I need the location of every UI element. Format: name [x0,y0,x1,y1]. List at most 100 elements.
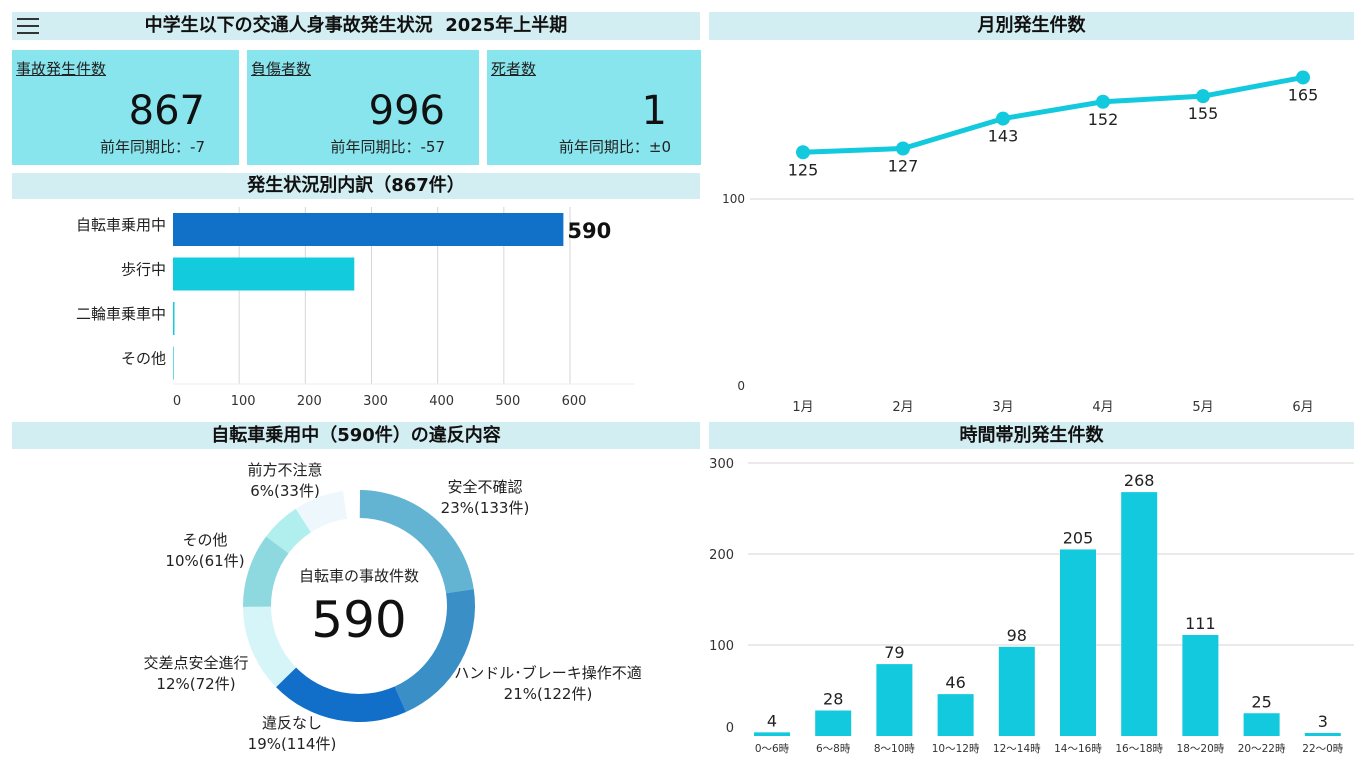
data-point [796,145,810,160]
y-tick-label: 100 [722,192,745,206]
section-title-hourly: 時間帯別発生件数 [709,422,1354,449]
kpi-card-deaths[interactable]: 死者数 1 前年同期比：±0 [487,50,701,165]
bar [998,646,1035,736]
bar [1243,713,1280,736]
slice-percent: 21%(122件) [504,685,593,703]
x-tick-label: 500 [495,394,520,409]
x-tick-label: 6～8時 [816,743,851,755]
y-tick-label: 300 [709,457,734,472]
data-point [1096,94,1110,109]
kpi-compare: 前年同期比：-57 [330,138,445,156]
donut-slice [276,667,407,722]
kpi-compare: 前年同期比：-7 [100,138,205,156]
slice-label: 交差点安全進行 [143,654,248,672]
section-title-violations: 自転車乗用中（590件）の違反内容 [12,422,700,449]
data-label: 125 [788,160,819,179]
slice-percent: 12%(72件) [156,675,235,693]
data-label: 268 [1124,471,1155,490]
hourly-bar-chart: 0 100 200 300 4 0～6時 28 6～8時 79 8～10時 46 10～12時 98 12… [709,457,1354,755]
kpi-card-accidents[interactable]: 事故発生件数 867 前年同期比：-7 [12,50,239,165]
x-tick-label: 3月 [992,400,1013,415]
data-label: 4 [767,711,777,730]
donut-slice [394,589,475,713]
bar [1060,549,1096,736]
x-tick-label: 600 [562,394,587,409]
x-tick-label: 400 [429,394,454,409]
section-title-monthly: 月別発生件数 [709,12,1354,40]
x-tick-label: 6月 [1292,400,1313,415]
bar [876,664,913,736]
donut-slice [359,490,474,594]
slice-label: ハンドル･ブレーキ操作不適 [454,664,642,682]
category-label: 歩行中 [121,261,166,279]
x-tick-label: 20～22時 [1238,743,1286,755]
data-label: 590 [567,219,611,243]
section-title-breakdown: 発生状況別内訳（867件） [12,173,700,199]
data-label: 155 [1188,104,1219,123]
x-tick-label: 0～6時 [755,743,790,755]
data-label: 127 [888,157,919,176]
slice-percent: 6%(33件) [250,482,320,500]
data-label: 28 [823,690,843,709]
donut-slice [243,536,289,607]
kpi-compare: 前年同期比：±0 [558,138,671,156]
category-label: 二輪車乗車中 [76,305,166,323]
kpi-label[interactable]: 死者数 [491,60,537,78]
data-point [896,141,910,156]
x-tick-label: 300 [363,394,388,409]
bar [173,213,564,246]
center-value: 590 [311,591,406,649]
bar [173,302,175,335]
x-tick-label: 8～10時 [874,743,916,755]
data-label: 205 [1063,528,1094,547]
slice-percent: 10%(61件) [165,552,244,570]
x-tick-label: 14～16時 [1054,743,1102,755]
y-tick-label: 0 [737,379,745,393]
x-tick-label: 200 [297,394,322,409]
bar [173,346,174,380]
y-tick-label: 0 [726,721,734,736]
bar [1304,733,1341,736]
slice-label: 安全不確認 [447,478,522,496]
series-line [802,74,1304,155]
data-label: 152 [1088,110,1119,129]
bar [1182,634,1219,736]
violations-donut-chart: 安全不確認 23%(133件) ハンドル･ブレーキ操作不適 21%(122件) 違反なし… [143,461,642,753]
bar [754,732,790,736]
center-label: 自転車の事故件数 [299,567,419,585]
data-point [996,111,1010,126]
kpi-label[interactable]: 事故発生件数 [16,60,107,78]
slice-percent: 23%(133件) [441,499,530,517]
data-point [1196,89,1210,104]
page-title: 中学生以下の交通人身事故発生状況 2025年上半期 [144,15,568,36]
data-label: 111 [1185,614,1216,633]
slice-label: 前方不注意 [247,461,322,479]
donut-slice [243,606,297,688]
data-label: 98 [1007,626,1027,645]
donut-slice [266,508,311,554]
data-label: 165 [1288,85,1319,104]
x-tick-label: 4月 [1092,400,1113,415]
bar [815,710,852,736]
y-tick-label: 200 [709,548,734,563]
x-tick-label: 18～20時 [1177,743,1225,755]
bar [937,694,974,736]
x-tick-label: 1月 [792,400,813,415]
x-tick-label: 12～14時 [993,743,1041,755]
kpi-value: 996 [368,88,445,134]
data-label: 46 [945,673,965,692]
kpi-label[interactable]: 負傷者数 [251,60,312,78]
kpi-value: 1 [641,88,667,134]
category-label: その他 [121,350,166,368]
data-label: 3 [1318,712,1328,731]
x-tick-label: 100 [231,394,256,409]
bar [173,257,355,291]
x-tick-label: 16～18時 [1115,743,1163,755]
slice-label: 違反なし [262,714,322,732]
data-point [1296,70,1310,85]
kpi-card-injured[interactable]: 負傷者数 996 前年同期比：-57 [247,50,479,165]
data-label: 143 [988,127,1019,146]
hamburger-icon[interactable] [17,18,39,34]
data-label: 25 [1251,692,1271,711]
